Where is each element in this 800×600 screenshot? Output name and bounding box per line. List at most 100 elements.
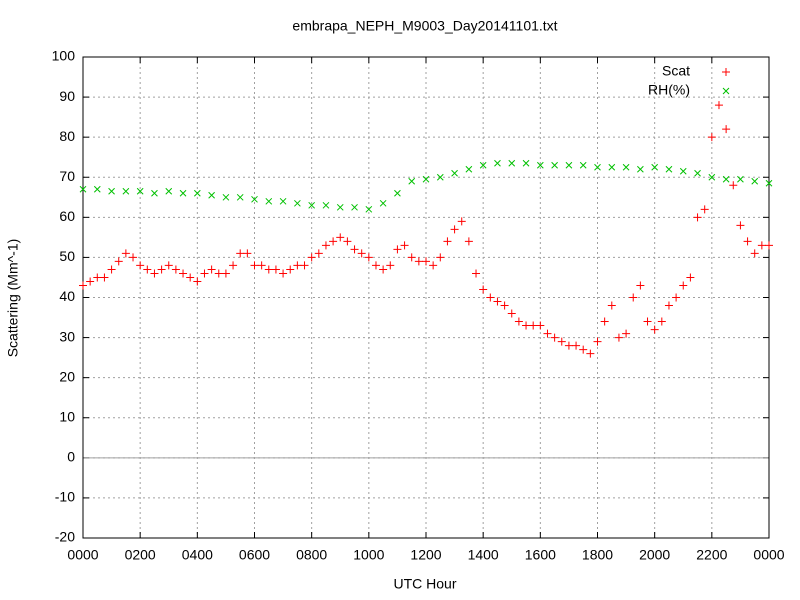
data-point (522, 159, 530, 167)
data-point (250, 261, 259, 270)
data-point (221, 269, 230, 278)
y-tick-label: 40 (59, 288, 75, 304)
data-point (351, 203, 358, 211)
data-point (757, 241, 766, 250)
data-point (636, 281, 645, 290)
data-point (657, 317, 666, 326)
data-point (608, 163, 616, 171)
data-point (622, 163, 630, 171)
data-point (679, 167, 687, 175)
x-tick-label: 0400 (182, 547, 213, 563)
data-point (414, 257, 423, 266)
data-point (122, 187, 130, 195)
data-point (536, 161, 544, 169)
data-point (750, 249, 759, 258)
data-point (665, 165, 673, 173)
data-point (294, 199, 301, 207)
data-point (265, 197, 273, 205)
data-point (429, 261, 438, 270)
data-point (307, 253, 316, 262)
data-point (737, 175, 744, 183)
data-point (93, 273, 102, 282)
data-point (86, 277, 95, 286)
data-point (564, 341, 573, 350)
data-point (314, 249, 323, 258)
data-point (371, 261, 380, 270)
data-point (493, 297, 502, 306)
data-point (336, 233, 345, 242)
data-point (422, 257, 430, 266)
x-tick-label: 2200 (696, 547, 727, 563)
data-point (286, 265, 295, 274)
data-point (271, 265, 280, 274)
data-point (365, 205, 373, 213)
data-point (464, 237, 473, 246)
data-point (279, 269, 288, 278)
data-point (279, 197, 287, 205)
data-point (193, 277, 202, 286)
data-point (257, 261, 266, 270)
y-tick-label: 80 (59, 128, 75, 144)
data-point (214, 269, 223, 278)
data-point (186, 273, 195, 282)
data-point (607, 301, 616, 310)
y-tick-label: -20 (55, 529, 75, 545)
data-point (386, 261, 395, 270)
data-point (343, 237, 352, 246)
data-point (79, 281, 87, 290)
x-tick-label: 1800 (582, 547, 613, 563)
data-point (151, 189, 158, 197)
data-point (171, 265, 180, 274)
data-point (322, 201, 330, 209)
data-point (150, 269, 159, 278)
data-point (586, 349, 595, 358)
data-point (565, 161, 573, 169)
data-point (357, 249, 366, 258)
data-point (443, 237, 452, 246)
data-point (579, 161, 587, 169)
data-point (121, 249, 130, 258)
data-point (600, 317, 609, 326)
data-point (536, 321, 545, 330)
x-tick-label: 2000 (639, 547, 670, 563)
y-tick-label: 20 (59, 368, 75, 384)
data-point (143, 265, 152, 274)
x-tick-label: 1000 (353, 547, 384, 563)
data-point (136, 261, 145, 270)
data-point (679, 281, 688, 290)
chart-title: embrapa_NEPH_M9003_Day20141101.txt (292, 18, 557, 34)
legend-marker (722, 68, 730, 76)
data-point (136, 187, 144, 195)
legend-label: Scat (662, 63, 690, 79)
data-point (129, 253, 138, 262)
data-point (729, 181, 738, 190)
data-point (522, 321, 531, 330)
data-point (494, 159, 501, 167)
data-point (350, 245, 359, 254)
data-point (550, 333, 559, 342)
data-point (479, 285, 488, 294)
data-point (336, 203, 344, 211)
data-point (708, 173, 716, 181)
data-point (193, 189, 201, 197)
data-point (114, 257, 123, 266)
data-point (229, 261, 238, 270)
data-point (736, 221, 745, 230)
y-tick-label: 60 (59, 208, 75, 224)
y-tick-label: 0 (67, 449, 75, 465)
y-tick-label: 90 (59, 88, 75, 104)
data-point (707, 133, 716, 142)
data-point (79, 185, 87, 193)
data-point (743, 237, 752, 246)
x-tick-label: 0000 (67, 547, 98, 563)
x-tick-label: 0200 (125, 547, 156, 563)
data-point (107, 265, 116, 274)
data-point (179, 189, 187, 197)
data-point (622, 329, 631, 338)
data-point (765, 179, 773, 187)
data-point (222, 193, 230, 201)
data-point (751, 177, 759, 185)
y-tick-label: 50 (59, 248, 75, 264)
data-point (408, 177, 416, 185)
data-point (514, 317, 523, 326)
